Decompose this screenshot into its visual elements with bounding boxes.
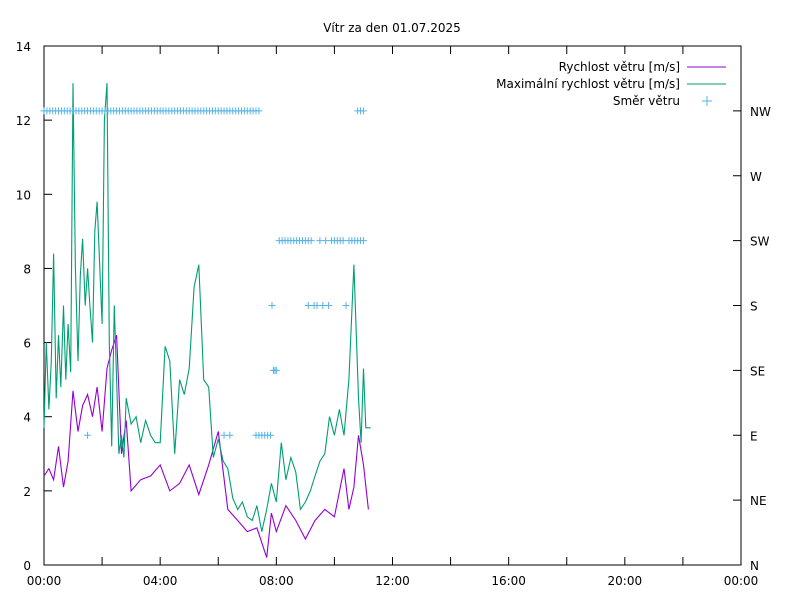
x-axis-labels: 00:00 04:00 08:00 12:00 16:00 20:00 00:00 (27, 574, 759, 588)
y-tick-label: 4 (23, 411, 31, 425)
x-tick-label: 16:00 (491, 574, 526, 588)
x-tick-label: 20:00 (608, 574, 643, 588)
legend-label-speed: Rychlost větru [m/s] (559, 60, 680, 74)
direction-point (359, 237, 367, 245)
y2-axis-labels: N NE E SE S SW W NW (750, 105, 771, 573)
axis-ticks (43, 45, 742, 566)
y-axis-labels: 0 2 4 6 8 10 12 14 (16, 40, 31, 573)
direction-point (268, 302, 276, 309)
y-tick-label: 0 (23, 559, 31, 573)
x-tick-label: 08:00 (259, 574, 294, 588)
y2-tick-label: E (750, 429, 758, 443)
legend: Rychlost větru [m/s] Maximální rychlost … (496, 60, 726, 108)
x-tick-label: 00:00 (724, 574, 759, 588)
y2-tick-label: NE (750, 494, 767, 508)
direction-point (267, 431, 275, 439)
y-tick-label: 2 (23, 485, 31, 499)
legend-label-gust: Maximální rychlost větru [m/s] (496, 77, 680, 91)
y2-tick-label: N (750, 559, 759, 573)
chart-title: Vítr za den 01.07.2025 (323, 21, 461, 35)
x-tick-label: 12:00 (375, 574, 410, 588)
direction-point (342, 302, 350, 309)
direction-point (84, 431, 92, 439)
y-tick-label: 12 (16, 114, 31, 128)
direction-point (255, 107, 263, 115)
series-layer (40, 83, 371, 558)
legend-label-direction: Směr větru (613, 94, 680, 108)
y-tick-label: 10 (16, 188, 31, 202)
y2-tick-label: SE (750, 364, 765, 378)
direction-point (271, 366, 279, 374)
series-line-speed (43, 335, 369, 558)
y2-tick-label: S (750, 300, 758, 314)
direction-point (359, 107, 367, 115)
y-tick-label: 6 (23, 337, 31, 351)
x-tick-label: 00:00 (27, 574, 62, 588)
direction-point (307, 237, 315, 245)
y2-tick-label: W (750, 170, 762, 184)
series-direction-points (40, 107, 367, 439)
direction-point (226, 431, 234, 439)
y-tick-label: 14 (16, 40, 31, 54)
y2-tick-label: NW (750, 105, 771, 119)
series-line-gust (43, 83, 371, 532)
x-tick-label: 04:00 (143, 574, 178, 588)
plot-border (43, 45, 742, 566)
direction-point (325, 302, 333, 309)
y2-tick-label: SW (750, 235, 770, 249)
y-tick-label: 8 (23, 262, 31, 276)
legend-marker-direction (702, 96, 712, 106)
